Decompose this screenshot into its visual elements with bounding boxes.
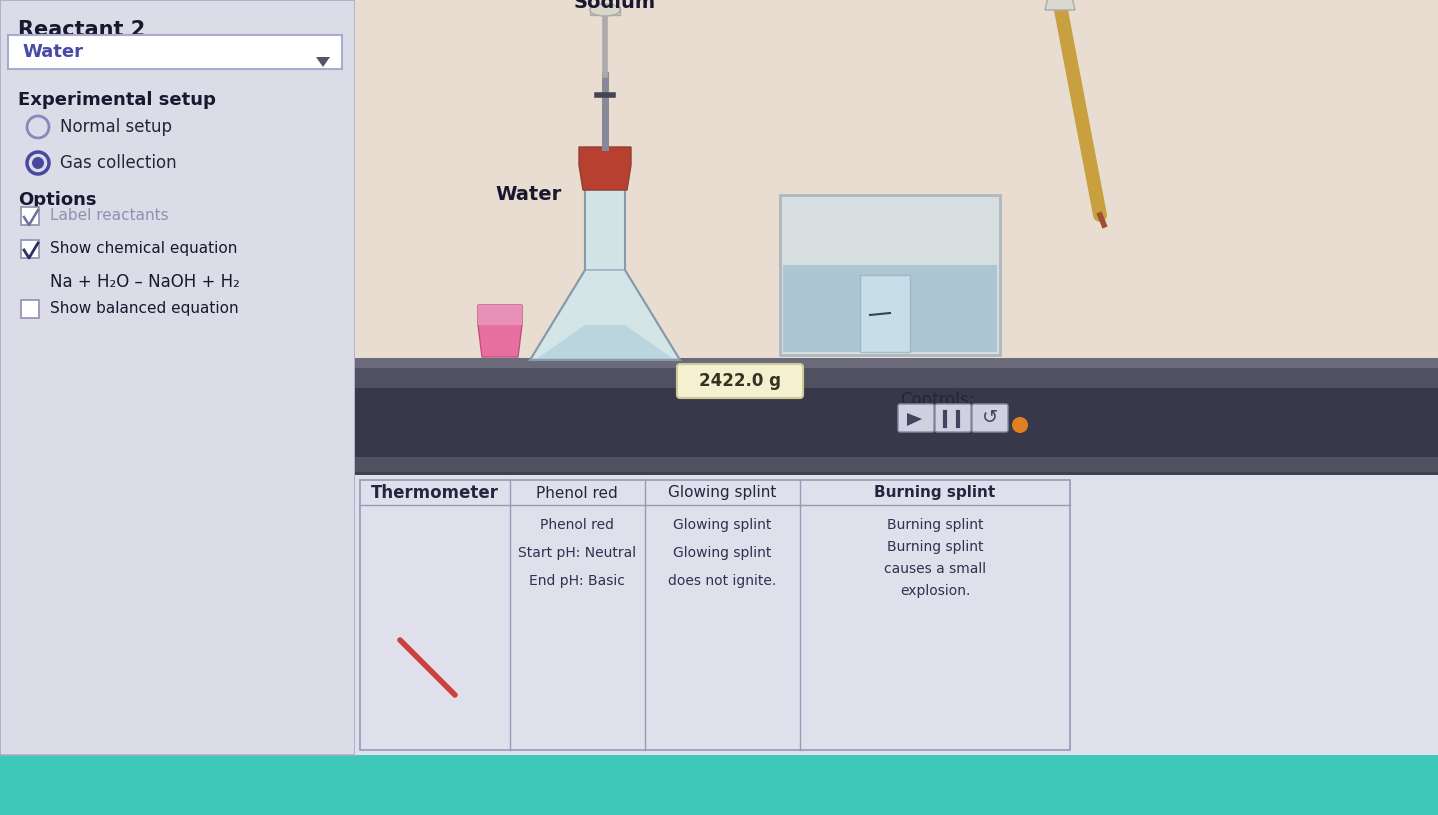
Ellipse shape [590,4,620,16]
Text: does not ignite.: does not ignite. [667,574,777,588]
FancyBboxPatch shape [972,404,1008,432]
Text: Glowing splint: Glowing splint [667,486,777,500]
FancyBboxPatch shape [355,358,1438,370]
Text: 2422.0 g: 2422.0 g [699,372,781,390]
Text: Show chemical equation: Show chemical equation [50,241,237,257]
FancyBboxPatch shape [355,0,1438,475]
Text: Label reactants: Label reactants [50,209,168,223]
Polygon shape [477,305,522,325]
Text: causes a small: causes a small [884,562,986,576]
FancyBboxPatch shape [355,475,1438,755]
Text: Burning splint: Burning splint [887,518,984,532]
Text: Normal setup: Normal setup [60,118,173,136]
Text: Phenol red: Phenol red [536,486,618,500]
Polygon shape [779,195,999,355]
Text: ↺: ↺ [982,408,998,428]
Text: Glowing splint: Glowing splint [673,546,771,560]
Text: Gas collection: Gas collection [60,154,177,172]
Polygon shape [860,275,910,352]
Text: Phenol red: Phenol red [541,518,614,532]
Text: Water: Water [22,43,83,61]
Polygon shape [477,305,522,357]
FancyBboxPatch shape [22,240,39,258]
Text: Options: Options [19,191,96,209]
Text: Experimental setup: Experimental setup [19,91,216,109]
Text: Reactant 2: Reactant 2 [19,20,145,40]
FancyBboxPatch shape [355,368,1438,390]
Polygon shape [531,270,680,360]
Polygon shape [907,413,922,426]
Polygon shape [1045,0,1076,10]
FancyBboxPatch shape [355,475,1438,755]
Text: Water: Water [495,186,561,205]
FancyBboxPatch shape [355,475,1438,490]
Text: Sodium: Sodium [574,0,656,12]
FancyBboxPatch shape [0,0,355,755]
FancyBboxPatch shape [355,457,1438,475]
FancyBboxPatch shape [0,755,1438,815]
Text: Thermometer: Thermometer [371,484,499,502]
Polygon shape [784,265,997,352]
FancyBboxPatch shape [9,35,342,69]
Text: Glowing splint: Glowing splint [673,518,771,532]
Text: Start pH: Neutral: Start pH: Neutral [518,546,636,560]
FancyBboxPatch shape [590,7,620,15]
FancyBboxPatch shape [22,300,39,318]
Polygon shape [316,57,329,67]
Text: Burning splint: Burning splint [874,486,995,500]
Text: End pH: Basic: End pH: Basic [529,574,626,588]
Polygon shape [535,325,674,360]
FancyBboxPatch shape [585,190,626,270]
FancyBboxPatch shape [355,0,1438,475]
Polygon shape [580,147,631,190]
FancyBboxPatch shape [355,388,1438,460]
Text: explosion.: explosion. [900,584,971,598]
Text: Na + H₂O – NaOH + H₂: Na + H₂O – NaOH + H₂ [50,273,240,291]
Text: Controls:: Controls: [900,391,975,409]
FancyBboxPatch shape [935,404,971,432]
Text: Show balanced equation: Show balanced equation [50,302,239,316]
Circle shape [32,157,45,169]
Circle shape [1012,417,1028,433]
Text: Burning splint: Burning splint [887,540,984,554]
FancyBboxPatch shape [897,404,935,432]
FancyBboxPatch shape [22,207,39,225]
FancyBboxPatch shape [677,364,802,398]
FancyBboxPatch shape [355,472,1438,490]
